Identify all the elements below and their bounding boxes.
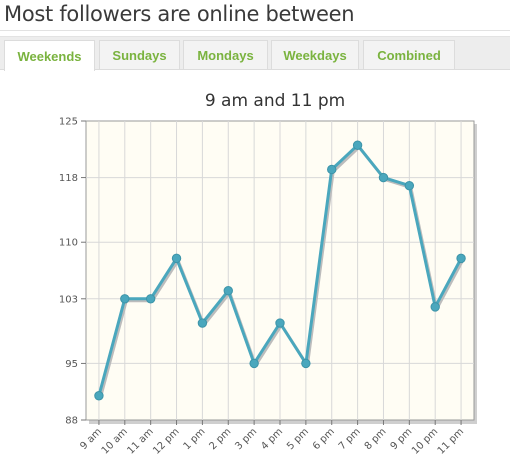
tab-weekdays[interactable]: Weekdays <box>271 40 359 70</box>
x-tick-label: 7 pm <box>337 426 363 452</box>
tab-bar: Weekends Sundays Mondays Weekdays Combin… <box>0 36 510 71</box>
page-heading: Most followers are online between <box>4 2 355 26</box>
x-tick-label: 8 pm <box>363 426 389 452</box>
tab-panel-border <box>0 69 510 70</box>
x-tick-label: 12 pm <box>151 426 181 456</box>
data-point <box>430 302 440 312</box>
x-tick-label: 11 pm <box>436 426 466 456</box>
y-tick-label: 88 <box>65 416 78 427</box>
data-point <box>94 391 104 401</box>
x-tick-label: 6 pm <box>311 426 337 452</box>
data-point <box>249 358 259 369</box>
chart-title: 9 am and 11 pm <box>205 91 345 111</box>
x-tick-label: 11 am <box>126 426 156 456</box>
data-point <box>171 253 182 264</box>
tab-mondays[interactable]: Mondays <box>183 40 268 70</box>
x-tick-label: 5 pm <box>285 426 311 452</box>
x-tick-label: 2 pm <box>207 426 233 452</box>
series-followers <box>94 140 466 401</box>
data-point <box>378 172 389 183</box>
data-point <box>275 318 285 328</box>
data-point <box>197 318 208 328</box>
y-tick-label: 110 <box>59 238 78 249</box>
data-point <box>352 140 363 150</box>
y-tick-label: 125 <box>59 117 78 128</box>
data-point <box>327 164 337 175</box>
heading-divider <box>0 30 510 31</box>
tab-weekends[interactable]: Weekends <box>4 40 95 71</box>
grid-lines <box>86 121 474 420</box>
data-point <box>301 358 311 369</box>
x-tick-label: 1 pm <box>182 426 208 452</box>
y-axis: 88 95 103 110 118 125 <box>59 117 86 427</box>
data-point <box>456 253 466 264</box>
data-point <box>404 180 415 191</box>
data-point <box>223 286 233 296</box>
x-tick-label: 3 pm <box>233 426 259 452</box>
tab-combined[interactable]: Combined <box>363 40 455 70</box>
y-tick-label: 118 <box>59 173 78 184</box>
data-point <box>145 294 156 304</box>
tab-sundays[interactable]: Sundays <box>99 40 180 70</box>
y-tick-label: 95 <box>65 359 78 370</box>
x-tick-label: 10 pm <box>410 426 440 456</box>
x-tick-label: 4 pm <box>259 426 285 452</box>
y-tick-label: 103 <box>59 294 78 305</box>
data-point <box>120 294 130 304</box>
x-tick-label: 10 am <box>100 426 130 456</box>
